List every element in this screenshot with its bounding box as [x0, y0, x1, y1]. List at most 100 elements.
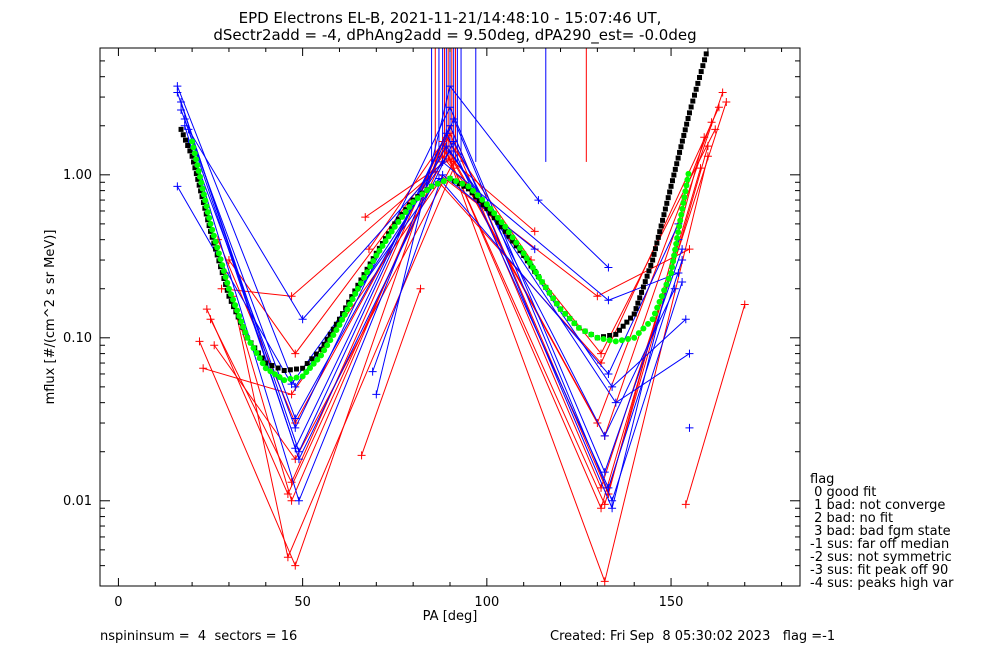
- fit-dot: [190, 144, 197, 151]
- fit-dot: [196, 182, 202, 188]
- fit-dot: [658, 223, 664, 229]
- fit-dot: [376, 247, 383, 254]
- fit-dot: [566, 315, 573, 322]
- fit-dot: [321, 347, 328, 354]
- fit-dot: [494, 214, 501, 221]
- data-point: [446, 155, 454, 164]
- fit-dot: [391, 223, 398, 230]
- fit-dot: [355, 282, 361, 288]
- data-point: [597, 349, 606, 358]
- fit-dot: [671, 252, 678, 259]
- legend-item: -3 sus: fit peak off 90: [810, 563, 948, 578]
- fit-dot: [388, 228, 395, 235]
- fit-dot: [191, 150, 198, 157]
- x-tick-label: 100: [474, 595, 499, 610]
- fit-dot: [502, 228, 508, 234]
- fit-dot: [686, 110, 692, 116]
- fit-dot: [465, 183, 472, 190]
- fit-dot: [695, 80, 701, 86]
- fit-dot: [663, 281, 670, 288]
- x-tick-label: 0: [114, 595, 122, 610]
- fit-dot: [217, 256, 224, 263]
- fit-dot: [269, 363, 275, 369]
- data-point: [611, 398, 620, 407]
- fit-dot: [459, 180, 466, 187]
- data-point: [206, 315, 215, 324]
- data-point: [604, 263, 613, 272]
- fit-dot: [688, 104, 694, 110]
- fit-dot: [263, 360, 269, 366]
- fit-dot: [651, 251, 657, 257]
- fit-dot: [202, 197, 209, 204]
- x-axis-label: PA [deg]: [423, 609, 478, 624]
- fit-dot: [287, 375, 294, 382]
- fit-dot: [479, 196, 486, 203]
- fit-dot: [209, 226, 216, 233]
- fit-dot: [550, 295, 557, 302]
- fit-dot: [640, 325, 647, 332]
- data-point: [416, 284, 425, 293]
- fit-dot: [200, 191, 207, 198]
- fit-dot: [470, 187, 477, 194]
- data-point: [681, 500, 690, 509]
- fit-dot: [513, 243, 519, 249]
- y-tick-label: 0.01: [63, 494, 92, 509]
- data-point: [703, 142, 712, 151]
- fit-dot: [664, 200, 670, 206]
- legend-item: 0 good fit: [810, 485, 876, 500]
- axes-layer: 0 50 100 150 0.01 0.10 1.00: [63, 47, 800, 610]
- fit-dot: [618, 337, 625, 344]
- fit-dot: [299, 373, 306, 380]
- fit-dot: [679, 205, 686, 212]
- legend-item: -4 sus: peaks high var: [810, 576, 954, 591]
- fit-dot: [644, 273, 650, 279]
- fit-dot: [327, 331, 333, 337]
- series-line-18: [187, 129, 679, 321]
- y-axis-label: mflux [#/(cm^2 s sr MeV)]: [43, 230, 58, 405]
- fit-dot: [347, 301, 353, 308]
- fit-dot: [646, 268, 652, 274]
- data-point: [357, 451, 366, 460]
- fit-dot: [253, 350, 260, 357]
- fit-dot: [224, 279, 231, 286]
- fit-dot: [244, 334, 251, 341]
- data-point: [600, 500, 609, 509]
- fit-dot: [673, 240, 680, 247]
- legend: flag 0 good fit 1 bad: not converge 2 ba…: [810, 472, 954, 591]
- series-line-14: [176, 92, 679, 510]
- fit-dot: [613, 331, 619, 337]
- fit-dot: [509, 234, 516, 241]
- fit-dot: [620, 323, 626, 329]
- fit-dot: [681, 194, 688, 201]
- fit-dot: [702, 57, 708, 63]
- fit-dot: [250, 344, 257, 351]
- fit-dot: [358, 277, 364, 283]
- fit-dot: [318, 346, 324, 352]
- fit-dot: [649, 316, 656, 323]
- fit-dot: [654, 240, 660, 246]
- x-tick-label: 150: [659, 595, 684, 610]
- fit-dot: [428, 183, 435, 190]
- data-point: [446, 103, 454, 112]
- fit-dot: [691, 92, 697, 98]
- fit-dot: [214, 244, 221, 251]
- data-point: [283, 490, 292, 499]
- series-line-5: [221, 170, 690, 297]
- fit-dot: [665, 275, 672, 282]
- legend-item: 1 bad: not converge: [810, 498, 945, 513]
- fit-dot: [352, 290, 359, 297]
- fit-dot: [677, 149, 683, 155]
- fit-dot: [483, 201, 490, 208]
- fit-dot: [499, 224, 505, 230]
- fit-dot: [361, 272, 367, 278]
- fit-dot: [324, 336, 330, 342]
- fit-dot: [682, 188, 689, 195]
- fit-dot: [275, 365, 281, 371]
- data-point: [681, 315, 690, 324]
- series-layer: [173, 48, 749, 586]
- fit-dot: [307, 364, 313, 371]
- data-point: [446, 82, 454, 91]
- fit-dot: [281, 377, 288, 384]
- legend-item: 3 bad: bad fgm state: [810, 524, 951, 539]
- fit-dot: [536, 274, 543, 281]
